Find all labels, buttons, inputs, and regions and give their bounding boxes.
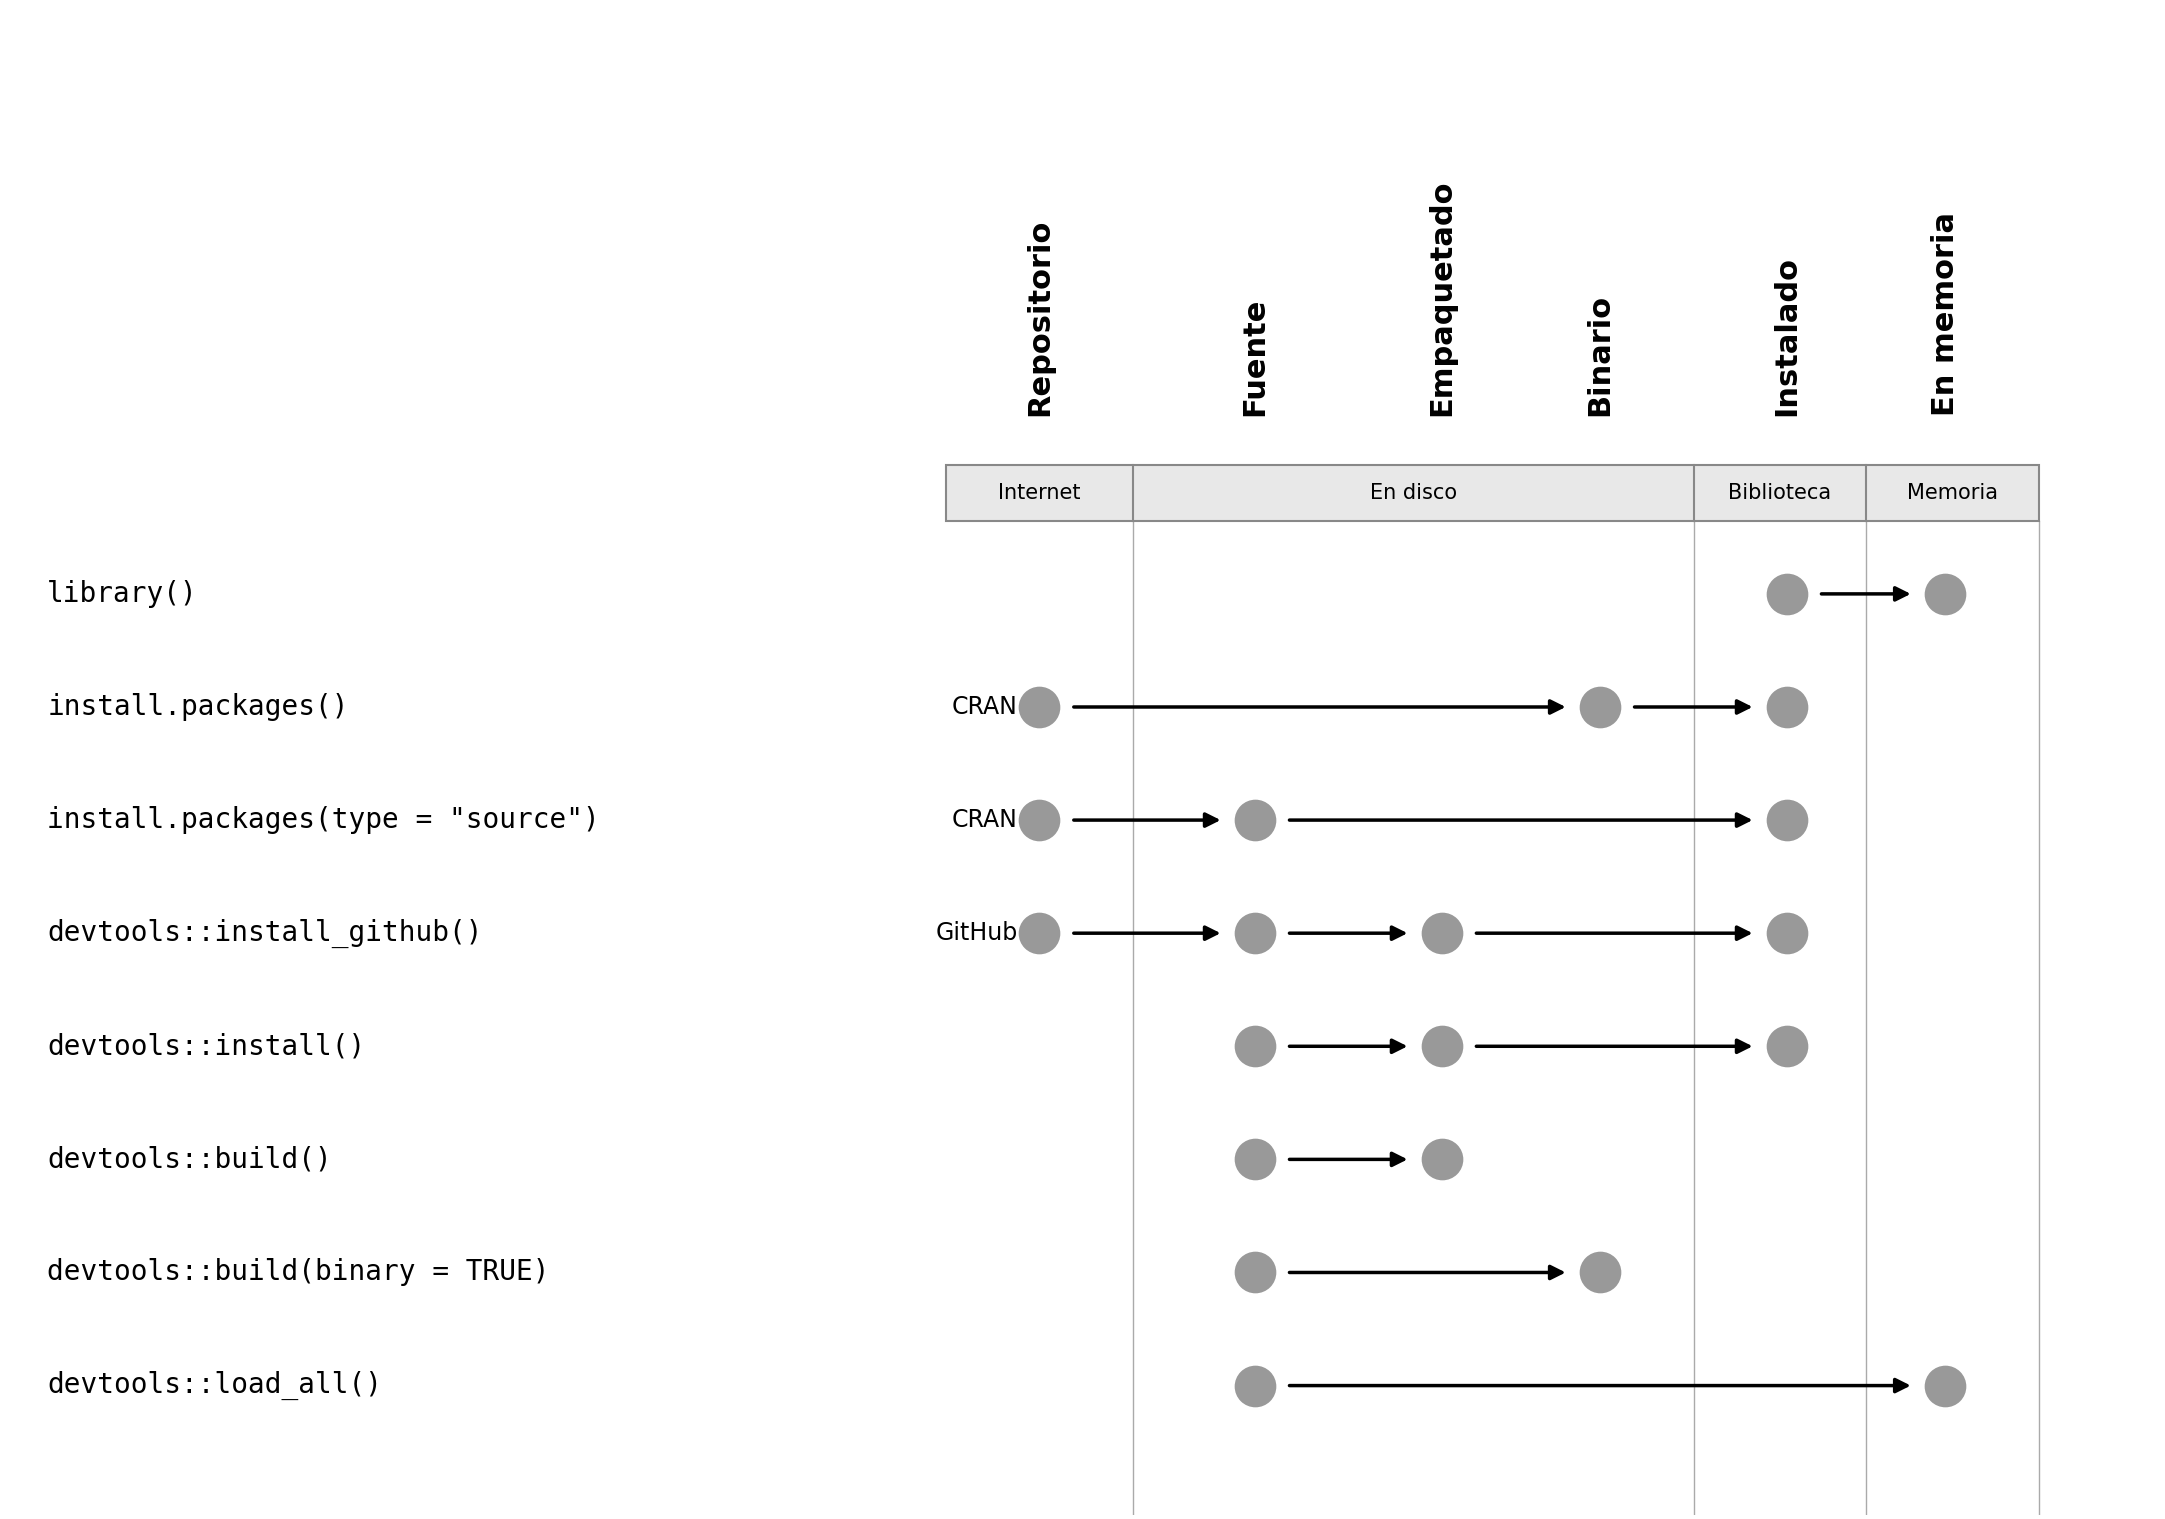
Point: [1583, 1261, 1617, 1285]
Point: [1769, 921, 1803, 945]
Point: [1238, 1261, 1273, 1285]
Text: devtools::install_github(): devtools::install_github(): [48, 919, 483, 948]
Text: Internet: Internet: [998, 483, 1080, 503]
Text: En memoria: En memoria: [1931, 213, 1959, 416]
Text: install.packages(type = "source"): install.packages(type = "source"): [48, 807, 600, 834]
Text: Memoria: Memoria: [1907, 483, 1998, 503]
Text: devtools::build(): devtools::build(): [48, 1145, 331, 1173]
Text: GitHub: GitHub: [935, 921, 1018, 945]
Text: devtools::build(binary = TRUE): devtools::build(binary = TRUE): [48, 1258, 550, 1287]
Point: [1238, 808, 1273, 832]
Text: Binario: Binario: [1585, 295, 1615, 416]
Point: [1769, 582, 1803, 606]
Text: devtools::install(): devtools::install(): [48, 1033, 366, 1060]
Text: En disco: En disco: [1370, 483, 1457, 503]
Text: CRAN: CRAN: [953, 808, 1018, 832]
Text: Fuente: Fuente: [1241, 298, 1269, 416]
Point: [1022, 808, 1057, 832]
Point: [1425, 1147, 1459, 1171]
Text: CRAN: CRAN: [953, 696, 1018, 718]
Text: Repositorio: Repositorio: [1024, 219, 1054, 416]
Point: [1927, 1373, 1961, 1397]
Point: [1927, 582, 1961, 606]
Point: [1238, 921, 1273, 945]
Bar: [946, 465, 2039, 521]
Point: [1583, 694, 1617, 718]
Point: [1425, 1034, 1459, 1059]
Text: Empaquetado: Empaquetado: [1427, 179, 1457, 416]
Point: [1769, 694, 1803, 718]
Text: devtools::load_all(): devtools::load_all(): [48, 1372, 383, 1401]
Point: [1022, 694, 1057, 718]
Text: Biblioteca: Biblioteca: [1728, 483, 1832, 503]
Point: [1022, 921, 1057, 945]
Point: [1425, 921, 1459, 945]
Text: install.packages(): install.packages(): [48, 693, 349, 722]
Point: [1769, 1034, 1803, 1059]
Point: [1769, 808, 1803, 832]
Point: [1238, 1373, 1273, 1397]
Point: [1238, 1147, 1273, 1171]
Text: Instalado: Instalado: [1773, 257, 1801, 416]
Point: [1238, 1034, 1273, 1059]
Text: library(): library(): [48, 580, 197, 608]
